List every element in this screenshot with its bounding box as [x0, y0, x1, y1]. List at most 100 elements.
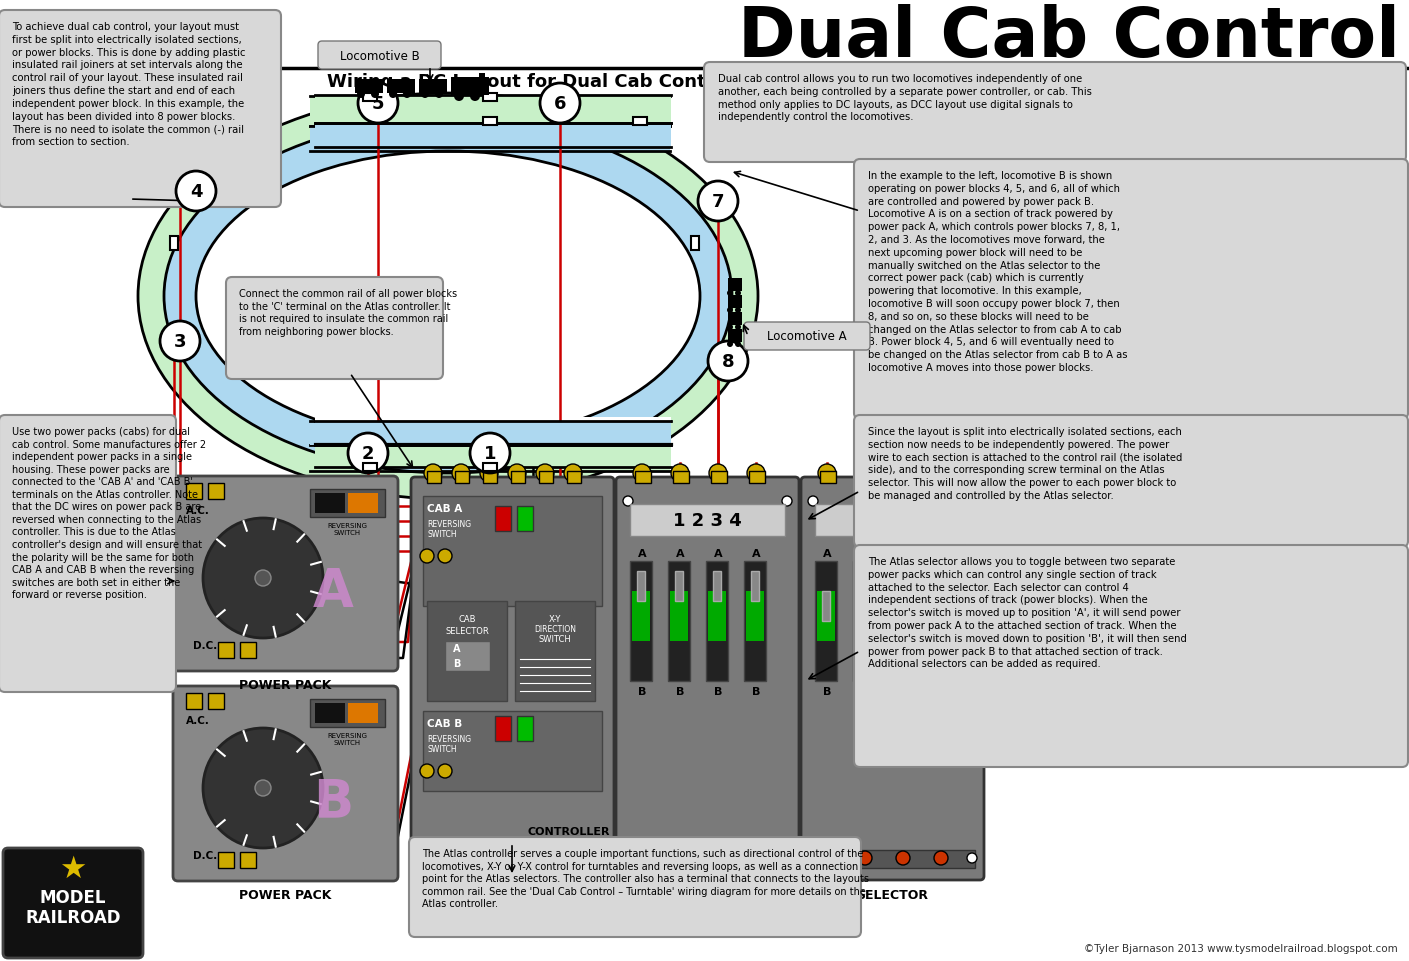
Circle shape — [203, 728, 323, 849]
Bar — [218, 642, 234, 658]
Text: Locomotive A: Locomotive A — [766, 331, 847, 343]
Text: In the example to the left, locomotive B is shown
operating on power blocks 4, 5: In the example to the left, locomotive B… — [868, 171, 1127, 373]
Text: D.C.: D.C. — [193, 640, 217, 651]
Text: A.C.: A.C. — [186, 715, 210, 726]
Text: D.C.: D.C. — [193, 850, 217, 860]
Text: B: B — [313, 776, 354, 827]
Text: CONTROLLER: CONTROLLER — [527, 826, 610, 836]
Text: Dual cab control allows you to run two locomotives independently of one
another,: Dual cab control allows you to run two l… — [719, 74, 1092, 122]
Text: Connect the common rail of all power blocks
to the 'C' terminal on the Atlas con: Connect the common rail of all power blo… — [240, 288, 457, 336]
Bar — [310, 446, 671, 472]
Text: REVERSING: REVERSING — [427, 520, 471, 529]
Circle shape — [707, 342, 748, 382]
Bar — [355, 80, 383, 94]
Text: B: B — [454, 658, 461, 668]
Text: B: B — [714, 686, 723, 697]
Bar — [418, 80, 447, 94]
Bar — [517, 716, 533, 741]
Circle shape — [540, 84, 581, 124]
FancyBboxPatch shape — [173, 477, 397, 672]
FancyBboxPatch shape — [225, 278, 442, 380]
Text: The Atlas selector allows you to toggle between two separate
power packs which c: The Atlas selector allows you to toggle … — [868, 556, 1186, 669]
Bar — [387, 80, 416, 94]
Bar — [483, 94, 497, 102]
Text: B: B — [823, 686, 831, 697]
Text: CAB: CAB — [458, 614, 476, 624]
Bar — [751, 572, 759, 602]
Text: Locomotive B: Locomotive B — [340, 49, 420, 62]
Bar — [310, 127, 671, 152]
Circle shape — [471, 92, 480, 102]
Ellipse shape — [138, 94, 758, 500]
Bar — [728, 312, 743, 326]
Circle shape — [858, 851, 872, 865]
Circle shape — [420, 764, 434, 778]
Ellipse shape — [196, 152, 700, 441]
Circle shape — [633, 464, 651, 482]
Bar — [540, 472, 552, 483]
Bar — [310, 700, 385, 727]
Circle shape — [403, 91, 411, 99]
Bar — [316, 94, 671, 154]
Text: B: B — [676, 686, 685, 697]
Circle shape — [931, 464, 950, 482]
Text: A: A — [937, 549, 945, 558]
Bar — [896, 472, 912, 483]
Circle shape — [782, 497, 792, 506]
Bar — [483, 118, 497, 126]
FancyBboxPatch shape — [0, 11, 280, 208]
Text: 4: 4 — [190, 183, 203, 201]
Bar — [209, 483, 224, 500]
Text: REVERSING
SWITCH: REVERSING SWITCH — [327, 732, 366, 745]
Circle shape — [967, 853, 976, 863]
Circle shape — [435, 91, 442, 99]
Bar — [186, 693, 201, 709]
Text: SWITCH: SWITCH — [538, 634, 572, 643]
Text: DIRECTION: DIRECTION — [534, 625, 576, 633]
Bar — [936, 591, 944, 622]
Bar — [635, 472, 651, 483]
Bar — [310, 422, 671, 446]
Text: 3: 3 — [173, 333, 186, 351]
Circle shape — [480, 464, 497, 482]
Circle shape — [735, 308, 741, 313]
Bar — [712, 472, 727, 483]
Circle shape — [820, 851, 834, 865]
FancyBboxPatch shape — [704, 62, 1406, 162]
Bar — [316, 422, 671, 446]
Text: CAB B: CAB B — [427, 718, 462, 728]
Circle shape — [176, 172, 216, 211]
Text: B: B — [638, 686, 647, 697]
Circle shape — [750, 851, 764, 865]
Circle shape — [674, 851, 688, 865]
FancyBboxPatch shape — [0, 415, 176, 692]
Bar — [218, 852, 234, 868]
Bar — [423, 497, 602, 606]
Text: REVERSING
SWITCH: REVERSING SWITCH — [327, 523, 366, 535]
Circle shape — [727, 290, 733, 297]
Circle shape — [255, 571, 271, 586]
Text: Use two power packs (cabs) for dual
cab control. Some manufactures offer 2
indep: Use two power packs (cabs) for dual cab … — [13, 427, 206, 600]
Text: A: A — [714, 549, 723, 558]
Bar — [495, 506, 511, 531]
Text: REVERSING: REVERSING — [427, 734, 471, 743]
Circle shape — [623, 853, 633, 863]
Text: A: A — [676, 549, 685, 558]
Bar — [364, 94, 378, 102]
Bar — [316, 703, 345, 724]
Circle shape — [623, 497, 633, 506]
Bar — [713, 572, 721, 602]
Text: A: A — [454, 643, 461, 653]
Bar — [423, 711, 602, 791]
Bar — [728, 330, 743, 343]
Circle shape — [697, 182, 738, 222]
Circle shape — [735, 342, 741, 348]
Circle shape — [161, 322, 200, 361]
Circle shape — [358, 84, 397, 124]
Text: 5 6 7 8: 5 6 7 8 — [858, 511, 927, 530]
FancyBboxPatch shape — [409, 837, 861, 937]
Bar — [626, 850, 790, 868]
Circle shape — [424, 464, 442, 482]
Text: SELECTOR: SELECTOR — [445, 627, 489, 635]
Bar — [855, 591, 874, 641]
